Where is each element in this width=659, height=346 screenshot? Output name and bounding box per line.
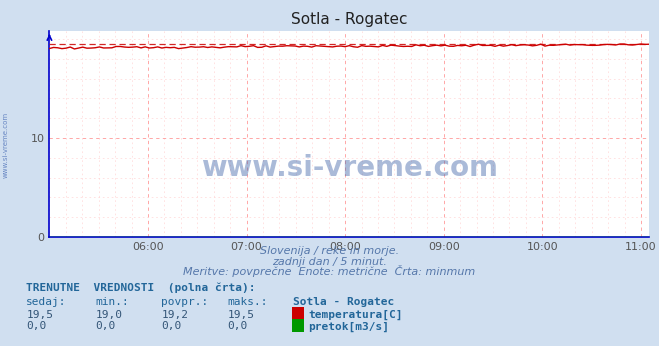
Text: TRENUTNE  VREDNOSTI  (polna črta):: TRENUTNE VREDNOSTI (polna črta):: [26, 282, 256, 293]
Text: povpr.:: povpr.:: [161, 297, 209, 307]
Text: maks.:: maks.:: [227, 297, 268, 307]
Text: min.:: min.:: [96, 297, 129, 307]
Text: 19,5: 19,5: [26, 310, 53, 320]
Text: zadnji dan / 5 minut.: zadnji dan / 5 minut.: [272, 257, 387, 267]
Title: Sotla - Rogatec: Sotla - Rogatec: [291, 12, 407, 27]
Text: 19,2: 19,2: [161, 310, 188, 320]
Text: 0,0: 0,0: [96, 321, 116, 331]
Text: 19,0: 19,0: [96, 310, 123, 320]
Text: pretok[m3/s]: pretok[m3/s]: [308, 321, 389, 331]
Text: sedaj:: sedaj:: [26, 297, 67, 307]
Text: 19,5: 19,5: [227, 310, 254, 320]
Text: 0,0: 0,0: [227, 321, 248, 331]
Text: www.si-vreme.com: www.si-vreme.com: [2, 112, 9, 179]
Text: 0,0: 0,0: [161, 321, 182, 331]
Text: Sotla - Rogatec: Sotla - Rogatec: [293, 297, 395, 307]
Text: temperatura[C]: temperatura[C]: [308, 310, 403, 320]
Text: Slovenija / reke in morje.: Slovenija / reke in morje.: [260, 246, 399, 256]
Text: Meritve: povprečne  Enote: metrične  Črta: minmum: Meritve: povprečne Enote: metrične Črta:…: [183, 265, 476, 277]
Text: 0,0: 0,0: [26, 321, 47, 331]
Text: www.si-vreme.com: www.si-vreme.com: [201, 154, 498, 182]
